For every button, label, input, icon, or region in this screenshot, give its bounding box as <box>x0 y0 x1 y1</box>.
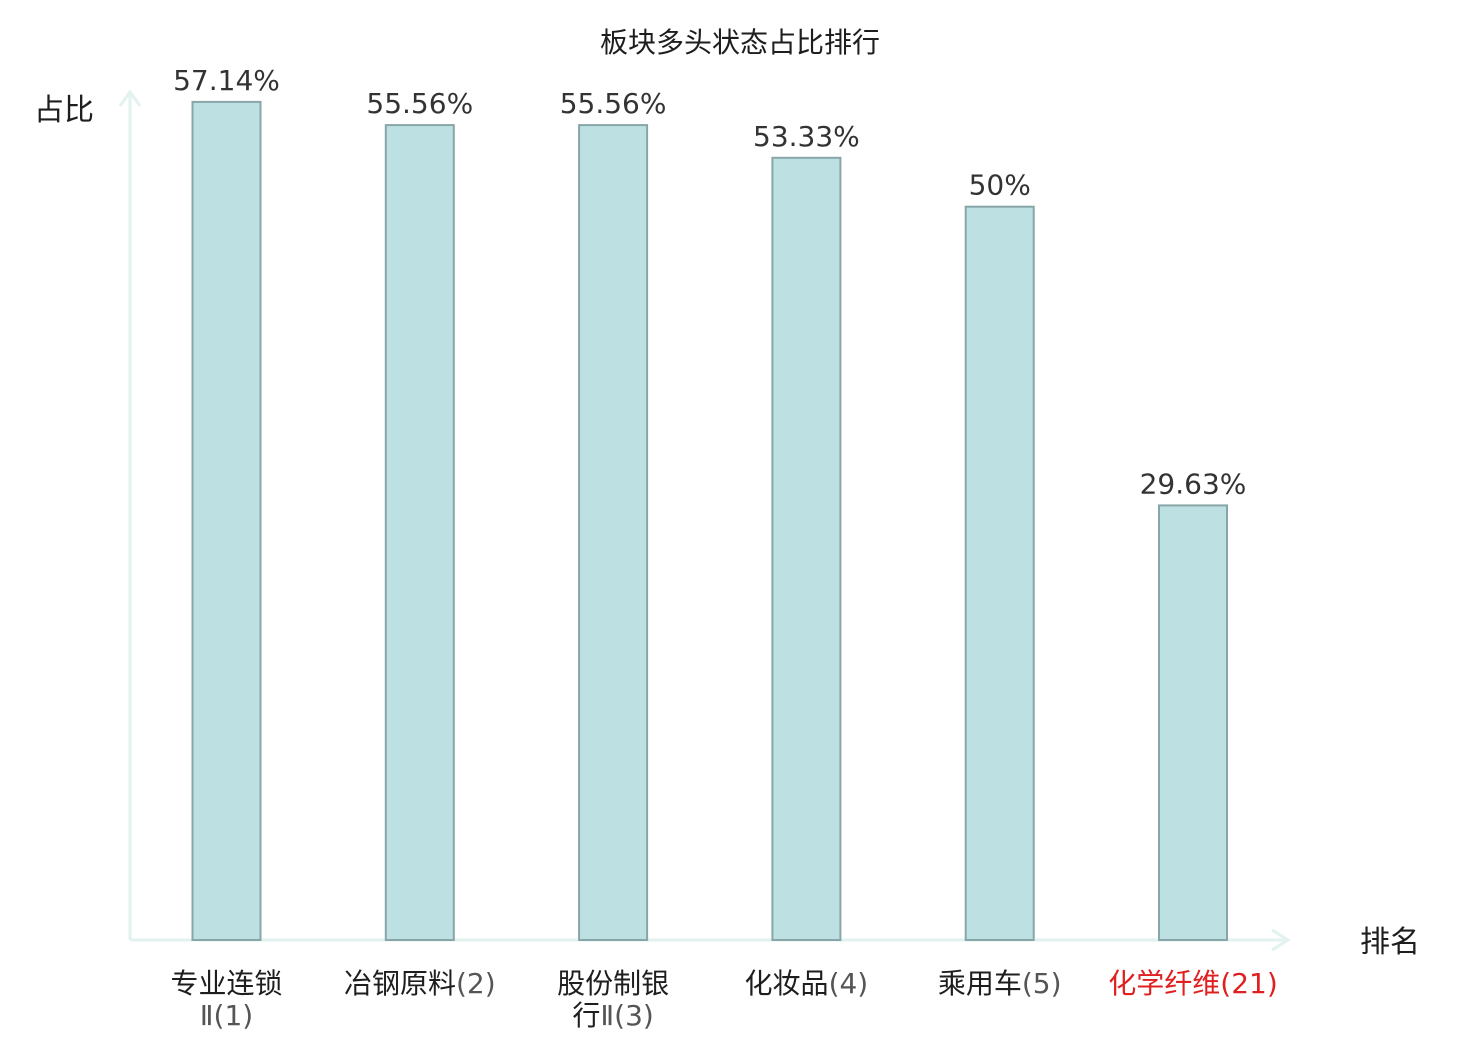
bar-2 <box>384 124 455 942</box>
value-label-6: 29.63% <box>1140 467 1247 500</box>
category-label-1-line-2: Ⅱ(1) <box>200 999 253 1032</box>
value-labels-group: 57.14% 55.56% 55.56% 53.33% 50% 29.63% <box>173 64 1247 500</box>
category-label-3-line-2: 行Ⅱ(3) <box>572 999 653 1032</box>
y-axis-label: 占比 <box>34 93 94 128</box>
bar-1 <box>191 100 262 941</box>
value-label-1: 57.14% <box>173 64 280 97</box>
value-label-4: 53.33% <box>753 120 860 153</box>
category-label-2-line-1: 冶钢原料(2) <box>344 967 496 1000</box>
x-axis-arrow <box>1271 928 1291 952</box>
bar-3 <box>578 124 649 942</box>
bar-6 <box>1158 504 1228 941</box>
bars-group <box>191 100 1228 942</box>
bar-4 <box>771 156 842 942</box>
y-axis-arrow <box>118 89 142 107</box>
value-label-5: 50% <box>969 169 1031 202</box>
category-label-3-line-1: 股份制银 <box>557 967 669 1000</box>
chart-title: 板块多头状态占比排行 <box>600 26 880 59</box>
value-label-3: 55.56% <box>560 87 667 120</box>
category-label-4-line-1: 化妆品(4) <box>745 967 869 1000</box>
category-label-6-line-1: 化学纤维(21) <box>1108 967 1278 1000</box>
x-axis-label: 排名 <box>1360 925 1420 960</box>
category-label-5-line-1: 乘用车(5) <box>938 967 1062 1000</box>
category-label-1-line-1: 专业连锁 <box>170 967 282 1000</box>
value-label-2: 55.56% <box>366 87 473 120</box>
bar-5 <box>964 205 1035 941</box>
